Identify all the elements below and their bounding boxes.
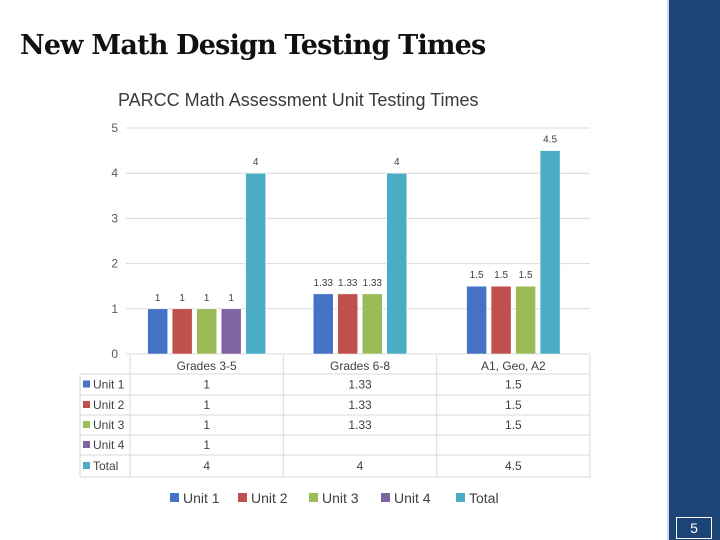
data-label: 4	[394, 157, 400, 168]
bar	[539, 150, 561, 355]
bar	[171, 308, 193, 355]
bar	[245, 172, 266, 355]
table-legend-key	[83, 462, 90, 469]
data-label: 1.5	[519, 270, 533, 281]
bar	[386, 172, 407, 355]
table-cell: 1.33	[348, 378, 372, 392]
table-legend-key	[83, 441, 90, 448]
y-tick-label: 4	[111, 166, 118, 180]
right-side-band	[667, 0, 720, 540]
table-legend-key	[83, 401, 90, 408]
legend-swatch	[456, 493, 465, 502]
y-tick-label: 3	[111, 211, 118, 225]
band-stripe	[667, 0, 669, 540]
table-series-name: Unit 2	[93, 398, 125, 412]
bar-chart: 0 1 2 3 4 5 1 1 1 1 4 1.33 1.33 1.33 4 1.5 1.5 1.5 4.5 Grad…	[79, 121, 591, 506]
category-label: A1, Geo, A2	[481, 359, 546, 373]
table-cell: 1	[203, 438, 210, 452]
legend-swatch	[170, 493, 179, 502]
chart-title: PARCC Math Assessment Unit Testing Times	[118, 90, 479, 110]
table-cell: 1	[203, 378, 210, 392]
legend-label: Total	[469, 490, 499, 506]
table-series-name: Unit 3	[93, 418, 125, 432]
table-cell: 1.5	[505, 398, 522, 412]
legend-label: Unit 3	[322, 490, 359, 506]
table-cell: 1	[203, 398, 210, 412]
table-cell: 1.5	[505, 378, 522, 392]
data-label: 1	[204, 293, 210, 304]
table-legend-key	[83, 380, 90, 388]
data-label: 1.5	[470, 270, 484, 281]
bar	[313, 293, 334, 355]
table-cell: 1.33	[348, 418, 372, 432]
category-label: Grades 3-5	[177, 359, 237, 373]
table-cell: 4	[357, 459, 364, 473]
legend-label: Unit 4	[394, 490, 431, 506]
table-cell: 1.5	[505, 418, 522, 432]
data-label: 1.33	[338, 278, 358, 289]
y-tick-label: 2	[111, 257, 118, 271]
category-label: Grades 6-8	[330, 359, 390, 373]
legend-swatch	[309, 493, 318, 502]
data-label: 1	[228, 293, 234, 304]
table-cell: 1	[203, 418, 210, 432]
legend-swatch	[238, 493, 247, 502]
data-label: 1	[155, 293, 161, 304]
table-series-name: Total	[93, 459, 118, 473]
data-label: 1	[179, 293, 185, 304]
legend-label: Unit 2	[251, 490, 288, 506]
data-label: 1.33	[314, 278, 334, 289]
data-label: 1.5	[494, 270, 508, 281]
bar	[490, 285, 512, 355]
data-label: 4	[253, 157, 259, 168]
y-tick-label: 1	[111, 302, 118, 316]
table-series-name: Unit 4	[93, 438, 125, 452]
bar	[466, 285, 487, 355]
table-cell: 4.5	[505, 459, 522, 473]
table-cell: 1.33	[348, 398, 372, 412]
bar	[362, 293, 383, 355]
data-label: 1.33	[363, 278, 383, 289]
legend-swatch	[381, 493, 390, 502]
table-series-name: Unit 1	[93, 378, 125, 392]
bar	[515, 285, 536, 355]
bar	[196, 308, 217, 355]
table-cell: 4	[203, 459, 210, 473]
legend-label: Unit 1	[183, 490, 220, 506]
y-tick-label: 0	[111, 347, 118, 361]
y-tick-label: 5	[111, 121, 118, 135]
slide-number: 5	[676, 517, 712, 539]
bar	[337, 293, 358, 355]
slide-title: New Math Design Testing Times	[20, 30, 486, 61]
table-legend-key	[83, 421, 90, 428]
bar	[147, 308, 168, 355]
data-label: 4.5	[543, 135, 557, 146]
bar	[220, 308, 242, 355]
